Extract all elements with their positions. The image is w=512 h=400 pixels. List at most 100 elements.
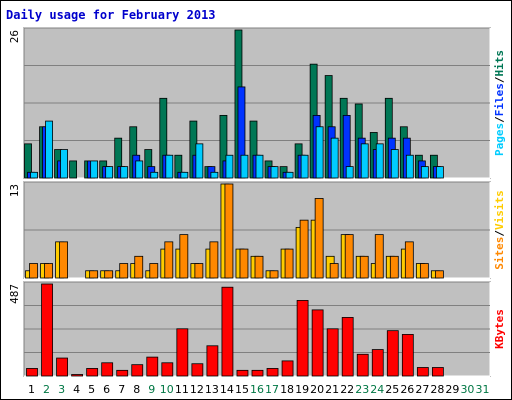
bar-pages bbox=[255, 154, 264, 179]
x-tick-label: 14 bbox=[220, 383, 234, 396]
bar-sites bbox=[239, 248, 249, 279]
bar-sites bbox=[404, 241, 414, 279]
bar-pages bbox=[285, 171, 294, 179]
x-tick-label: 13 bbox=[205, 383, 219, 396]
x-tick-label: 8 bbox=[133, 383, 140, 396]
bar-sites bbox=[359, 255, 369, 279]
legend-2: KBytes bbox=[493, 309, 506, 349]
bar-sites bbox=[44, 263, 53, 279]
bar-kbytes bbox=[221, 286, 234, 377]
bar-sites bbox=[254, 255, 264, 279]
bar-kbytes bbox=[431, 367, 444, 377]
bar-pages bbox=[405, 154, 414, 179]
bar-sites bbox=[344, 234, 354, 279]
bar-pages bbox=[315, 126, 324, 179]
legend-pages: Pages bbox=[493, 123, 506, 156]
bar-sites bbox=[314, 198, 324, 279]
x-tick-label: 12 bbox=[190, 383, 204, 396]
x-tick-label: 24 bbox=[370, 383, 384, 396]
bar-sites bbox=[179, 234, 189, 279]
x-tick-label: 6 bbox=[103, 383, 110, 396]
bar-sites bbox=[299, 219, 309, 279]
bar-sites bbox=[419, 263, 429, 279]
bar-sites bbox=[164, 241, 174, 279]
x-tick-label: 17 bbox=[265, 383, 279, 396]
bar-kbytes bbox=[281, 360, 294, 377]
bar-sites bbox=[29, 263, 38, 279]
y-axis-max-label: 26 bbox=[8, 30, 21, 43]
x-tick-label: 16 bbox=[250, 383, 264, 396]
bar-sites bbox=[329, 263, 339, 279]
bar-pages bbox=[270, 166, 279, 179]
bar-sites bbox=[209, 241, 219, 279]
chart-title: Daily usage for February 2013 bbox=[6, 8, 216, 22]
bar-pages bbox=[375, 143, 384, 179]
legend-separator: / bbox=[493, 76, 506, 83]
bar-sites bbox=[194, 263, 204, 279]
bar-pages bbox=[30, 171, 38, 179]
bar-sites bbox=[224, 183, 234, 279]
bar-kbytes bbox=[326, 328, 339, 377]
bar-kbytes bbox=[26, 368, 38, 377]
bar-pages bbox=[420, 166, 429, 179]
bar-pages bbox=[135, 160, 144, 179]
bar-kbytes bbox=[146, 356, 159, 377]
legend-separator: / bbox=[493, 116, 506, 123]
bar-pages bbox=[345, 166, 354, 179]
x-tick-label: 5 bbox=[88, 383, 95, 396]
x-tick-label: 4 bbox=[73, 383, 80, 396]
bar-kbytes bbox=[251, 369, 264, 377]
x-tick-label: 10 bbox=[160, 383, 174, 396]
bar-pages bbox=[435, 166, 444, 179]
bar-sites bbox=[59, 241, 68, 279]
bar-sites bbox=[284, 248, 294, 279]
bar-pages bbox=[90, 160, 99, 179]
bar-kbytes bbox=[101, 362, 114, 377]
bar-kbytes bbox=[371, 349, 384, 377]
x-tick-label: 21 bbox=[325, 383, 339, 396]
x-tick-label: 23 bbox=[355, 383, 369, 396]
y-axis-max-label: 487 bbox=[8, 284, 21, 304]
bar-sites bbox=[374, 234, 384, 279]
bar-pages bbox=[240, 154, 249, 179]
legend-hits: Hits bbox=[493, 50, 506, 77]
x-tick-label: 27 bbox=[415, 383, 429, 396]
legend-visits: Visits bbox=[493, 190, 506, 230]
bar-kbytes bbox=[206, 345, 219, 377]
bar-sites bbox=[104, 270, 114, 279]
y-axis-max-label: 13 bbox=[8, 184, 21, 197]
bar-kbytes bbox=[56, 357, 68, 377]
x-tick-label: 25 bbox=[385, 383, 399, 396]
bar-kbytes bbox=[401, 334, 414, 377]
legend-0: Pages/Files/Hits bbox=[493, 50, 506, 156]
bar-pages bbox=[60, 149, 68, 179]
bar-kbytes bbox=[176, 328, 189, 377]
bar-pages bbox=[195, 143, 204, 179]
bar-sites bbox=[89, 270, 99, 279]
legend-separator: / bbox=[493, 230, 506, 237]
bar-pages bbox=[330, 137, 339, 179]
legend-kbytes: KBytes bbox=[493, 309, 506, 349]
bar-kbytes bbox=[191, 363, 204, 377]
bar-sites bbox=[134, 255, 144, 279]
bar-sites bbox=[434, 270, 444, 279]
bar-kbytes bbox=[266, 368, 279, 377]
legend-files: Files bbox=[493, 83, 506, 116]
bar-pages bbox=[300, 154, 309, 179]
x-tick-label: 2 bbox=[43, 383, 50, 396]
bar-sites bbox=[269, 270, 279, 279]
bar-sites bbox=[119, 263, 129, 279]
legend-sites: Sites bbox=[493, 237, 506, 270]
x-tick-label: 30 bbox=[460, 383, 474, 396]
x-tick-label: 18 bbox=[280, 383, 294, 396]
bar-pages bbox=[360, 143, 369, 179]
legend-1: Sites/Visits bbox=[493, 190, 506, 270]
x-tick-label: 26 bbox=[400, 383, 414, 396]
bar-kbytes bbox=[311, 309, 324, 377]
x-tick-label: 28 bbox=[430, 383, 444, 396]
bar-kbytes bbox=[236, 369, 249, 377]
bar-pages bbox=[45, 120, 53, 179]
x-tick-label: 9 bbox=[148, 383, 155, 396]
bar-kbytes bbox=[86, 368, 99, 377]
